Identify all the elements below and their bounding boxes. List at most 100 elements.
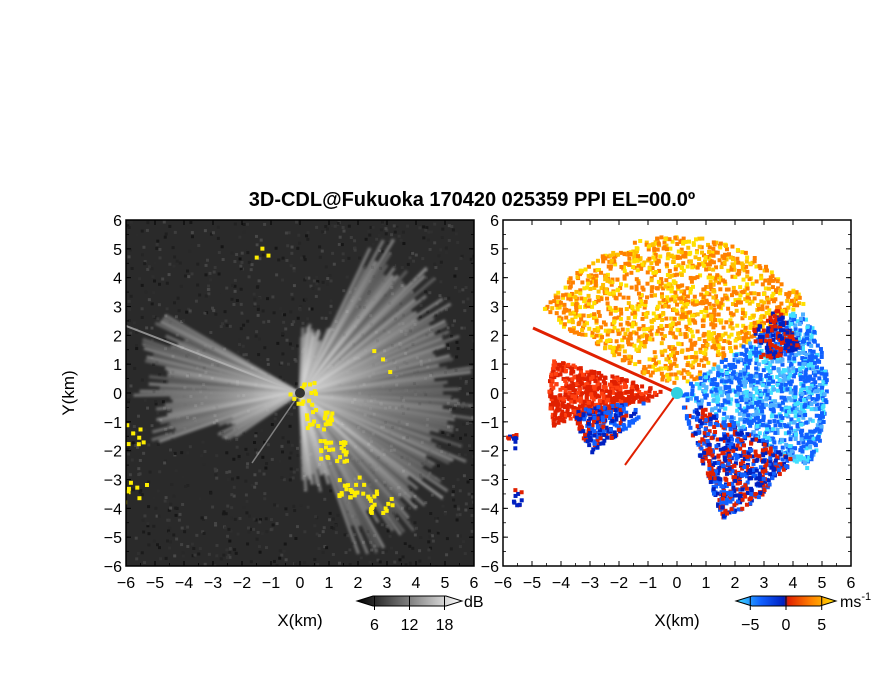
- intensity-hard-target-cell: [126, 490, 131, 495]
- intensity-noise-cell: [208, 271, 212, 275]
- velocity-cell: [659, 235, 664, 240]
- velocity-cell: [755, 396, 760, 401]
- intensity-noise-cell: [464, 286, 468, 290]
- velocity-cell: [798, 316, 803, 321]
- intensity-noise-cell: [470, 513, 474, 517]
- velocity-cell: [675, 302, 680, 307]
- intensity-noise-cell: [441, 504, 445, 508]
- intensity-noise-cell: [305, 234, 309, 238]
- velocity-cell: [770, 278, 775, 283]
- intensity-noise-cell: [167, 273, 171, 277]
- intensity-noise-cell: [179, 284, 183, 288]
- velocity-cell: [727, 482, 732, 487]
- velocity-cell: [620, 338, 625, 343]
- velocity-cell: [647, 266, 652, 271]
- velocity-cell: [787, 359, 792, 364]
- intensity-noise-cell: [247, 514, 251, 518]
- velocity-cell: [672, 380, 677, 385]
- intensity-noise-cell: [140, 229, 144, 233]
- intensity-hard-target-cell: [311, 410, 316, 415]
- intensity-noise-cell: [228, 539, 232, 543]
- intensity-noise-cell: [280, 553, 284, 557]
- velocity-cell: [638, 238, 643, 243]
- velocity-cell: [774, 465, 779, 470]
- intensity-hard-target-cell: [135, 485, 140, 490]
- velocity-cell: [708, 336, 713, 341]
- intensity-noise-cell: [386, 242, 390, 246]
- velocity-cell: [734, 446, 739, 451]
- velocity-cell: [820, 414, 825, 419]
- velocity-cell: [717, 304, 722, 309]
- intensity-noise-cell: [384, 227, 388, 231]
- intensity-noise-cell: [341, 259, 345, 263]
- velocity-cell: [660, 352, 665, 357]
- intensity-hard-target-cell: [323, 410, 328, 415]
- velocity-cell: [634, 284, 639, 289]
- velocity-cell: [759, 314, 764, 319]
- velocity-cell: [758, 465, 763, 470]
- intensity-noise-cell: [166, 423, 170, 427]
- velocity-cell: [770, 296, 775, 301]
- velocity-cell: [574, 305, 579, 310]
- velocity-cell: [661, 374, 666, 379]
- intensity-hard-target-cell: [354, 482, 359, 487]
- velocity-cell: [782, 375, 787, 380]
- velocity-cell: [607, 291, 612, 296]
- intensity-noise-cell: [281, 450, 285, 454]
- intensity-noise-cell: [278, 549, 282, 553]
- velocity-cell: [725, 467, 730, 472]
- intensity-noise-cell: [320, 249, 324, 253]
- velocity-cell: [588, 280, 593, 285]
- velocity-cell: [750, 437, 755, 442]
- intensity-noise-cell: [275, 504, 279, 508]
- velocity-cell: [694, 398, 699, 403]
- velocity-cell: [750, 299, 755, 304]
- velocity-cell: [695, 375, 700, 380]
- velocity-cell: [736, 440, 741, 445]
- velocity-cell: [640, 301, 645, 306]
- velocity-cell: [687, 321, 692, 326]
- intensity-noise-cell: [329, 304, 333, 308]
- intensity-noise-cell: [246, 222, 250, 226]
- intensity-noise-cell: [174, 506, 178, 510]
- velocity-cell: [601, 282, 606, 287]
- velocity-cell: [578, 288, 583, 293]
- intensity-noise-cell: [225, 555, 229, 559]
- velocity-cell: [724, 247, 729, 252]
- velocity-cell: [691, 360, 696, 365]
- velocity-cell: [608, 264, 613, 269]
- velocity-cell: [762, 300, 767, 305]
- intensity-noise-cell: [216, 225, 220, 229]
- velocity-cell: [813, 385, 818, 390]
- intensity-noise-cell: [422, 236, 426, 240]
- intensity-noise-cell: [181, 475, 185, 479]
- intensity-noise-cell: [238, 343, 242, 347]
- velocity-cell: [727, 453, 732, 458]
- velocity-cell: [567, 319, 572, 324]
- intensity-noise-cell: [141, 518, 145, 522]
- velocity-cell: [808, 374, 813, 379]
- velocity-cell: [641, 324, 646, 329]
- velocity-cell: [741, 277, 746, 282]
- velocity-cell: [701, 350, 706, 355]
- velocity-cell: [731, 388, 736, 393]
- intensity-noise-cell: [164, 496, 168, 500]
- velocity-cell: [664, 278, 669, 283]
- velocity-cell: [613, 295, 618, 300]
- velocity-cell: [712, 398, 717, 403]
- intensity-noise-cell: [168, 546, 172, 550]
- velocity-cell: [724, 379, 729, 384]
- intensity-noise-cell: [165, 539, 169, 543]
- velocity-cell: [753, 449, 758, 454]
- intensity-noise-cell: [163, 338, 167, 342]
- velocity-cell: [799, 454, 804, 459]
- velocity-cell: [701, 363, 706, 368]
- velocity-cell: [726, 396, 731, 401]
- intensity-noise-cell: [406, 224, 410, 228]
- velocity-cell: [688, 396, 693, 401]
- intensity-noise-cell: [253, 448, 257, 452]
- velocity-cell: [745, 255, 750, 260]
- velocity-cell: [802, 397, 807, 402]
- velocity-cell: [807, 455, 812, 460]
- intensity-noise-cell: [447, 224, 451, 228]
